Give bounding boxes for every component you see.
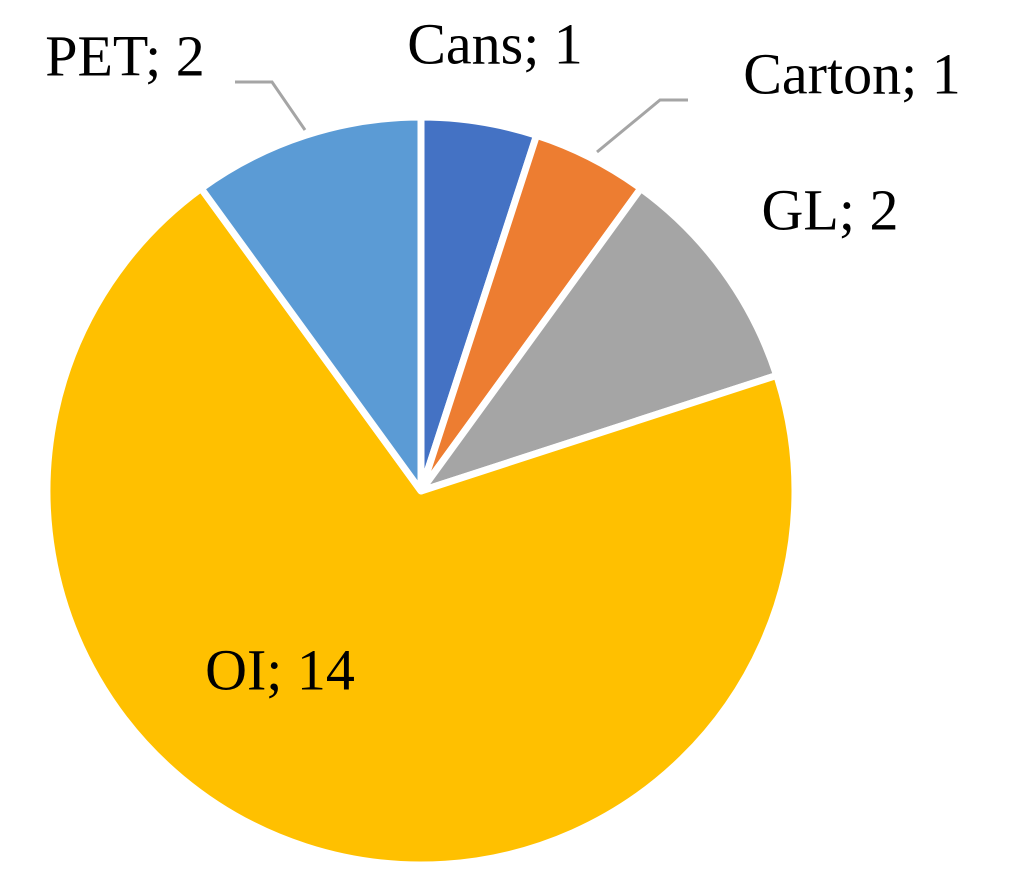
data-label: Cans; 1 bbox=[407, 11, 583, 76]
data-label: OI; 14 bbox=[205, 637, 355, 702]
pie-slice bbox=[197, 113, 425, 495]
pie-slice bbox=[43, 184, 799, 869]
data-label: Carton; 1 bbox=[743, 41, 960, 106]
data-label: PET; 2 bbox=[45, 23, 205, 88]
leader-line bbox=[235, 80, 307, 131]
pie-slice bbox=[417, 184, 781, 495]
data-label: GL; 2 bbox=[762, 177, 899, 242]
leader-line bbox=[596, 98, 688, 154]
